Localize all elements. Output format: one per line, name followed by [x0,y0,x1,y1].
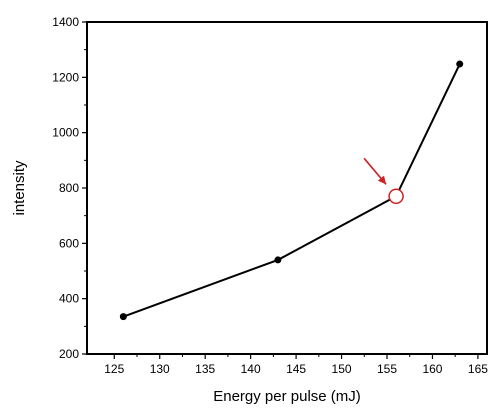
y-tick-label: 400 [59,292,79,306]
x-tick-label: 145 [286,362,306,376]
series-layer [119,60,464,321]
y-axis-ticks: 200 400 600 800 1000 1200 1400 [52,15,87,361]
x-axis-ticks: 125 130 135 140 145 150 155 160 165 [104,354,488,376]
y-tick-label: 1400 [52,15,79,29]
x-tick-label: 160 [422,362,442,376]
x-tick-label: 165 [468,362,488,376]
x-tick-label: 155 [377,362,397,376]
y-tick-label: 1000 [52,126,79,140]
x-tick-label: 150 [332,362,352,376]
annotation-layer [363,157,404,205]
y-tick-label: 1200 [52,70,79,84]
y-axis-label: intensity [11,160,28,216]
highlight-circle [388,188,404,205]
x-axis-label: Energy per pulse (mJ) [213,388,361,405]
annotation-arrow-head [377,175,387,185]
x-tick-label: 125 [104,362,124,376]
data-point [119,313,127,321]
y-tick-label: 200 [59,347,79,361]
y-tick-label: 800 [59,181,79,195]
x-tick-label: 130 [150,362,170,376]
x-tick-label: 135 [195,362,215,376]
data-point [456,60,464,68]
y-tick-label: 600 [59,236,79,250]
x-tick-label: 140 [241,362,261,376]
data-point [274,256,282,264]
plot-frame [86,21,488,355]
series-line [123,63,461,318]
